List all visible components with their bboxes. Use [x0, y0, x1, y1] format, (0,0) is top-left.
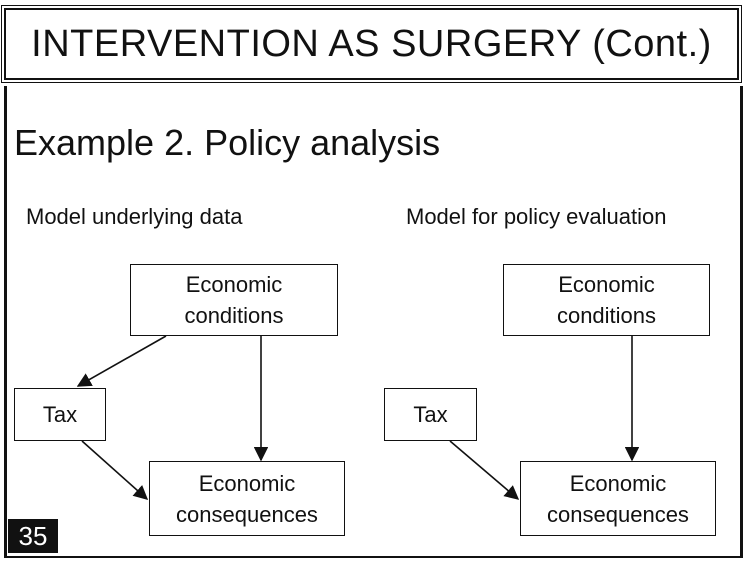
right-node-economic-consequences: Economic consequences: [520, 461, 716, 536]
edge-conditions-to-tax-left: [76, 335, 167, 387]
node-label: Tax: [42, 402, 78, 427]
left-node-economic-conditions: Economic conditions: [130, 264, 338, 336]
left-node-economic-consequences: Economic consequences: [149, 461, 345, 536]
slide-number-badge: 35: [8, 519, 58, 553]
edge-tax-to-consequences-left: [81, 440, 149, 500]
left-node-tax: Tax: [14, 388, 106, 441]
node-line: Economic: [185, 272, 283, 297]
right-node-economic-conditions: Economic conditions: [503, 264, 710, 336]
node-line: conditions: [184, 303, 284, 328]
node-line: Economic: [569, 470, 667, 496]
content-frame: [4, 86, 743, 558]
node-line: conditions: [556, 303, 657, 328]
node-label: Tax: [413, 402, 448, 427]
node-line: consequences: [547, 501, 689, 527]
edge-tax-to-consequences-right: [449, 440, 520, 500]
slide-title: INTERVENTION AS SURGERY (Cont.): [31, 22, 712, 65]
title-box: INTERVENTION AS SURGERY (Cont.): [1, 5, 742, 83]
node-line: consequences: [176, 501, 318, 527]
right-diagram-label: Model for policy evaluation: [406, 204, 667, 229]
node-line: Economic: [198, 470, 296, 496]
example-heading: Example 2. Policy analysis: [14, 122, 441, 163]
left-diagram-label: Model underlying data: [26, 204, 243, 229]
node-line: Economic: [558, 272, 655, 297]
right-node-tax: Tax: [384, 388, 477, 441]
